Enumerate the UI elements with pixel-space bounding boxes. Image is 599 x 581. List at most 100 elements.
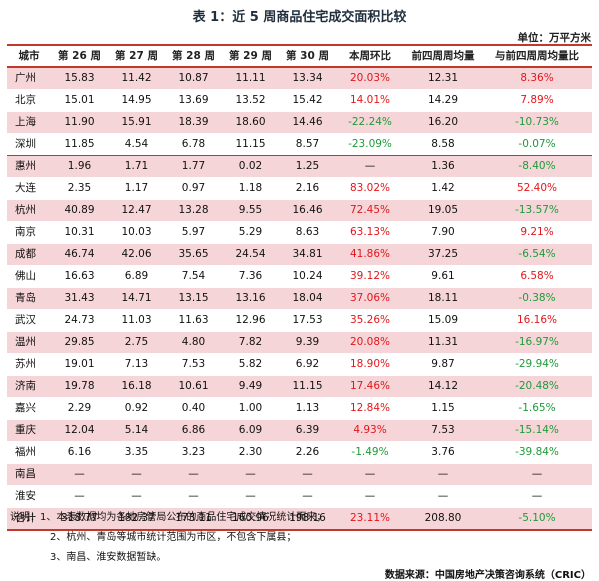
value-cell: 11.31 bbox=[404, 331, 482, 354]
value-cell: 42.06 bbox=[108, 243, 165, 266]
value-cell: 0.92 bbox=[108, 397, 165, 420]
value-cell: -20.48% bbox=[482, 375, 592, 398]
value-cell: — bbox=[336, 485, 404, 508]
value-cell: 19.78 bbox=[51, 375, 108, 398]
header-4week-avg: 前四周周均量 bbox=[404, 44, 482, 68]
value-cell: 1.77 bbox=[165, 155, 222, 178]
value-cell: 11.15 bbox=[222, 133, 279, 156]
value-cell: 14.01% bbox=[336, 89, 404, 112]
total-value: 318.77 bbox=[51, 507, 108, 531]
value-cell: -6.54% bbox=[482, 243, 592, 266]
value-cell: 2.16 bbox=[279, 177, 336, 200]
value-cell: 12.47 bbox=[108, 199, 165, 222]
value-cell: 11.03 bbox=[108, 309, 165, 332]
table-row: 上海 11.90 15.91 18.39 18.60 14.46 -22.24% 16.20-… bbox=[7, 111, 592, 134]
table-row: 深圳 11.85 4.54 6.78 11.15 8.57 -23.09% 8.58 -0.07… bbox=[7, 133, 592, 156]
city-cell: 温州 bbox=[7, 331, 51, 354]
value-cell: 16.18 bbox=[108, 375, 165, 398]
value-cell: — bbox=[51, 463, 108, 486]
value-cell: 10.61 bbox=[165, 375, 222, 398]
value-cell: 29.85 bbox=[51, 331, 108, 354]
value-cell: 17.53 bbox=[279, 309, 336, 332]
value-cell: 7.82 bbox=[222, 331, 279, 354]
value-cell: 9.87 bbox=[404, 353, 482, 376]
value-cell: 0.40 bbox=[165, 397, 222, 420]
table-row: 嘉兴 2.29 0.92 0.40 1.00 1.13 12.84% 1.15 -1.65% bbox=[7, 397, 592, 420]
city-cell: 佛山 bbox=[7, 265, 51, 288]
value-cell: 15.83 bbox=[51, 67, 108, 90]
value-cell: 1.18 bbox=[222, 177, 279, 200]
value-cell: 7.53 bbox=[165, 353, 222, 376]
value-cell: -16.97% bbox=[482, 331, 592, 354]
data-source: 数据来源：中国房地产决策咨询系统（CRIC） bbox=[384, 570, 591, 581]
value-cell: 9.49 bbox=[222, 375, 279, 398]
city-cell: 大连 bbox=[7, 177, 51, 200]
value-cell: 11.11 bbox=[222, 67, 279, 90]
value-cell: -0.07% bbox=[482, 133, 592, 156]
city-cell: 杭州 bbox=[7, 199, 51, 222]
value-cell: 11.15 bbox=[279, 375, 336, 398]
value-cell: — bbox=[279, 485, 336, 508]
table-row: 福州 6.16 3.35 3.23 2.30 2.26 -1.49% 3.76 -39.84% bbox=[7, 441, 592, 464]
value-cell: 8.63 bbox=[279, 221, 336, 244]
value-cell: 20.03% bbox=[336, 67, 404, 90]
value-cell: 13.69 bbox=[165, 89, 222, 112]
value-cell: 15.09 bbox=[404, 309, 482, 332]
value-cell: 18.39 bbox=[165, 111, 222, 134]
value-cell: 2.75 bbox=[108, 331, 165, 354]
value-cell: 6.58% bbox=[482, 265, 592, 288]
total-value: 173.11 bbox=[165, 507, 222, 531]
city-cell: 广州 bbox=[7, 67, 51, 90]
value-cell: 12.84% bbox=[336, 397, 404, 420]
table-body: 广州 15.83 11.42 10.87 11.11 13.34 20.03% 12.31 8.… bbox=[7, 67, 592, 531]
value-cell: 9.55 bbox=[222, 199, 279, 222]
value-cell: 14.46 bbox=[279, 111, 336, 134]
city-cell: 苏州 bbox=[7, 353, 51, 376]
total-value: -5.10% bbox=[482, 507, 592, 531]
value-cell: -8.40% bbox=[482, 155, 592, 178]
value-cell: -13.57% bbox=[482, 199, 592, 222]
table-row: 惠州 1.96 1.71 1.77 0.02 1.25—1.36 -8.40% bbox=[7, 155, 592, 178]
value-cell: 6.86 bbox=[165, 419, 222, 442]
value-cell: 35.65 bbox=[165, 243, 222, 266]
note-line: 2、杭州、青岛等城市统计范围为市区，不包含下属县； bbox=[50, 532, 297, 543]
value-cell: — bbox=[165, 485, 222, 508]
table-row: 佛山 16.63 6.89 7.54 7.36 10.24 39.12% 9.61 6.58% bbox=[7, 265, 592, 288]
value-cell: 13.52 bbox=[222, 89, 279, 112]
value-cell: 24.73 bbox=[51, 309, 108, 332]
table-row: 武汉 24.73 11.03 11.63 12.96 17.53 35.26% 15.09 16… bbox=[7, 309, 592, 332]
value-cell: 37.25 bbox=[404, 243, 482, 266]
value-cell: 1.00 bbox=[222, 397, 279, 420]
value-cell: 7.89% bbox=[482, 89, 592, 112]
total-row: 合计 318.77 182.37 173.11 160.96 198.16 23.11% 20… bbox=[7, 507, 592, 531]
city-cell: 惠州 bbox=[7, 155, 51, 178]
value-cell: -15.14% bbox=[482, 419, 592, 442]
total-value: 160.96 bbox=[222, 507, 279, 531]
value-cell: 72.45% bbox=[336, 199, 404, 222]
value-cell: 9.39 bbox=[279, 331, 336, 354]
value-cell: 5.97 bbox=[165, 221, 222, 244]
value-cell: 14.71 bbox=[108, 287, 165, 310]
value-cell: 1.71 bbox=[108, 155, 165, 178]
value-cell: -23.09% bbox=[336, 133, 404, 156]
value-cell: 12.31 bbox=[404, 67, 482, 90]
value-cell: 18.11 bbox=[404, 287, 482, 310]
value-cell: 18.90% bbox=[336, 353, 404, 376]
value-cell: 9.61 bbox=[404, 265, 482, 288]
value-cell: 18.60 bbox=[222, 111, 279, 134]
value-cell: 11.90 bbox=[51, 111, 108, 134]
table-row: 北京 15.01 14.95 13.69 13.52 15.42 14.01% 14.29 7.… bbox=[7, 89, 592, 112]
value-cell: 0.97 bbox=[165, 177, 222, 200]
value-cell: 1.42 bbox=[404, 177, 482, 200]
header-vs-4week-avg: 与前四周周均量比 bbox=[482, 44, 592, 68]
value-cell: 37.06% bbox=[336, 287, 404, 310]
table-row: 广州 15.83 11.42 10.87 11.11 13.34 20.03% 12.31 8.… bbox=[7, 67, 592, 90]
value-cell: 10.03 bbox=[108, 221, 165, 244]
value-cell: — bbox=[51, 485, 108, 508]
note-line: 3、南昌、淮安数据暂缺。 bbox=[50, 552, 167, 563]
total-value: 198.16 bbox=[279, 507, 336, 531]
table-row: 南昌 — — — — — — — — bbox=[7, 463, 592, 486]
total-value: 182.37 bbox=[108, 507, 165, 531]
table-row: 杭州 40.89 12.47 13.28 9.55 16.46 72.45% 19.05 -13… bbox=[7, 199, 592, 222]
